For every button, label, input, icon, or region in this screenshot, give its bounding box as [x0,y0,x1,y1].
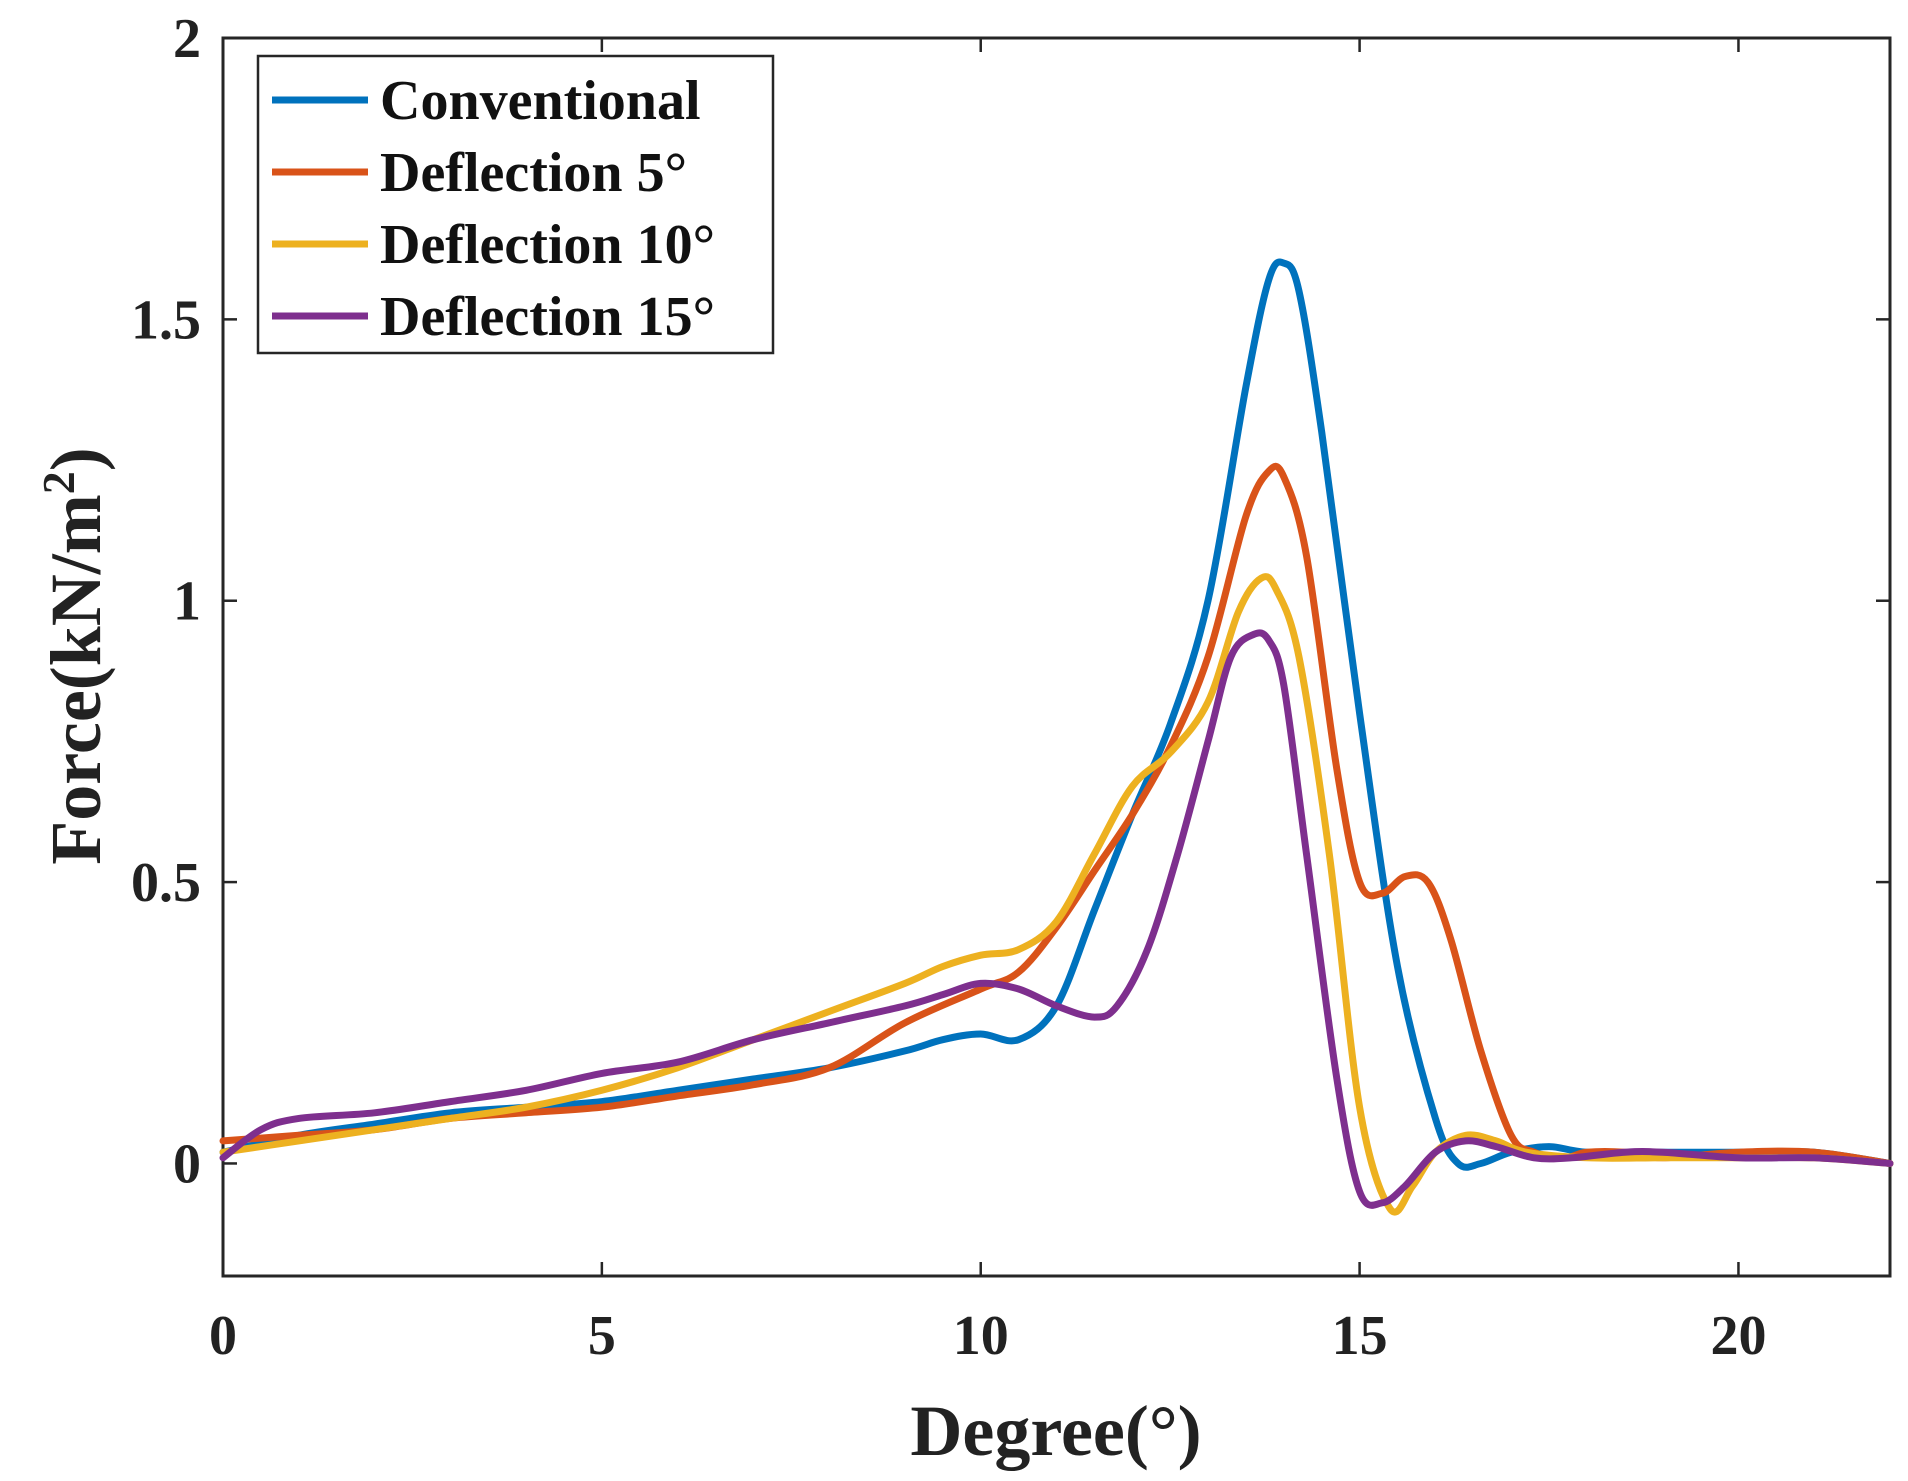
series-line-1 [219,258,1894,1171]
y-tick-label: 1.5 [131,289,201,351]
y-tick-label: 1 [173,571,201,633]
y-axis-label-text: Force(kN/m2) [33,447,116,865]
legend-label: Conventional [380,70,701,132]
series-lines [219,258,1894,1216]
legend-label: Deflection 10° [380,214,715,276]
y-axis-label-main: Force(kN/m [36,494,116,865]
y-tick-label: 2 [173,8,201,70]
x-axis-label: Degree(°) [910,1391,1201,1471]
legend-box [256,54,775,355]
x-tick-label: 20 [1710,1305,1766,1367]
legend: Conventional Deflection 5° Deflection 10° D… [256,54,775,355]
legend-label: Deflection 15° [380,286,715,348]
legend-label: Deflection 5° [380,142,687,204]
axis-ticks: 0 5 10 15 20 0 0.5 1 1.5 2 [131,8,1890,1367]
series-line-3 [219,573,1894,1216]
x-tick-label: 15 [1332,1305,1388,1367]
y-tick-label: 0.5 [131,852,201,914]
y-tick-label: 0 [173,1133,201,1195]
y-axis-label-superscript: 2 [33,471,84,494]
x-tick-label: 0 [209,1305,237,1367]
y-axis-label-suffix: ) [36,447,116,471]
y-axis-label: Force(kN/m2) [33,447,116,865]
x-tick-label: 5 [588,1305,616,1367]
series-line-4 [219,629,1894,1209]
x-tick-label: 10 [953,1305,1009,1367]
legend-items: Conventional Deflection 5° Deflection 10° D… [272,70,715,348]
